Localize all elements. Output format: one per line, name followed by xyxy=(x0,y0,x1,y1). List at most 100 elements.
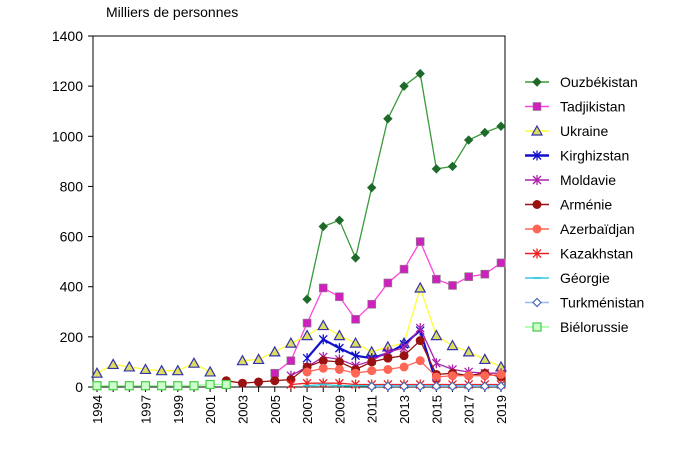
point-bielorussie-1997 xyxy=(140,381,151,391)
point-ukraine-2015 xyxy=(430,329,443,341)
point-ouzbekistan-2009 xyxy=(334,215,345,225)
x-tick-label-2001: 2001 xyxy=(203,395,218,424)
point-moldavie-2015 xyxy=(431,358,441,369)
legend-label-georgie: Géorgie xyxy=(560,270,610,286)
point-ukraine-2003 xyxy=(236,354,249,366)
point-ouzbekistan-2013 xyxy=(399,81,409,91)
point-ukraine-2006 xyxy=(284,336,297,348)
point-tadjikistan-2019 xyxy=(496,258,506,268)
point-tadjikistan-2008 xyxy=(318,283,328,293)
x-tick-label-1999: 1999 xyxy=(171,395,186,424)
point-bielorussie-1998 xyxy=(157,381,167,391)
point-ukraine-1999 xyxy=(171,364,184,376)
point-armenie-2013 xyxy=(399,351,409,361)
point-tadjikistan-2014 xyxy=(415,237,425,246)
y-tick-label-1400: 1400 xyxy=(52,28,83,44)
point-azerbaidjan-2012 xyxy=(383,364,393,374)
point-ukraine-2007 xyxy=(301,329,314,341)
legend-label-azerbaidjan: Azerbaïdjan xyxy=(560,221,635,237)
legend-label-kirghizstan: Kirghizstan xyxy=(560,148,629,164)
point-armenie-2005 xyxy=(270,376,280,386)
y-tick-label-600: 600 xyxy=(60,229,84,245)
point-ukraine-2004 xyxy=(252,353,265,365)
point-tadjikistan-2010 xyxy=(351,315,360,324)
legend-label-armenie: Arménie xyxy=(560,197,612,213)
point-turkmenistan-2018 xyxy=(479,381,490,392)
x-tick-label-2019: 2019 xyxy=(494,395,509,424)
y-tick-label-1200: 1200 xyxy=(52,78,83,94)
point-azerbaidjan-2008 xyxy=(318,363,328,373)
y-tick-label-200: 200 xyxy=(60,329,84,345)
point-turkmenistan-2015 xyxy=(431,381,442,392)
point-ukraine-1995 xyxy=(107,358,120,370)
point-ouzbekistan-2017 xyxy=(463,135,474,145)
legend-label-moldavie: Moldavie xyxy=(560,172,616,188)
x-tick-label-2007: 2007 xyxy=(300,395,315,424)
point-bielorussie-2000 xyxy=(189,381,199,391)
point-armenie-2008 xyxy=(318,356,328,366)
point-bielorussie-1995 xyxy=(108,381,118,391)
point-turkmenistan-2013 xyxy=(399,381,409,392)
point-ukraine-1996 xyxy=(123,360,136,372)
point-tadjikistan-2017 xyxy=(464,272,473,281)
point-azerbaidjan-2007 xyxy=(302,367,312,377)
legend-label-turkmenistan: Turkménistan xyxy=(560,295,644,311)
point-armenie-2009 xyxy=(334,357,344,367)
legend-marker-ukraine xyxy=(530,124,544,136)
y-tick-label-800: 800 xyxy=(60,178,84,194)
point-ouzbekistan-2019 xyxy=(496,121,506,131)
point-tadjikistan-2018 xyxy=(480,269,490,279)
point-armenie-2011 xyxy=(367,357,377,367)
point-azerbaidjan-2010 xyxy=(351,368,361,378)
y-tick-label-400: 400 xyxy=(60,279,84,295)
point-azerbaidjan-2014 xyxy=(415,356,425,366)
point-turkmenistan-2017 xyxy=(463,381,474,392)
x-tick-label-2005: 2005 xyxy=(268,395,283,424)
point-armenie-2004 xyxy=(254,377,264,387)
point-azerbaidjan-2017 xyxy=(464,371,474,381)
point-ukraine-2016 xyxy=(446,339,459,351)
point-ouzbekistan-2007 xyxy=(302,294,312,304)
point-ukraine-2009 xyxy=(333,329,346,341)
x-tick-label-2017: 2017 xyxy=(462,395,477,424)
point-tadjikistan-2013 xyxy=(399,264,409,274)
point-ukraine-2005 xyxy=(268,345,281,357)
plot-frame xyxy=(92,35,506,388)
point-ukraine-2000 xyxy=(187,356,200,368)
point-kirghizstan-2008 xyxy=(318,334,328,345)
point-bielorussie-2002 xyxy=(221,379,231,390)
x-tick-label-1997: 1997 xyxy=(138,395,153,424)
legend-marker-kazakhstan xyxy=(532,248,542,259)
legend-marker-ouzbekistan xyxy=(532,77,542,87)
point-azerbaidjan-2018 xyxy=(480,371,490,381)
point-azerbaidjan-2009 xyxy=(334,364,344,374)
point-ukraine-2008 xyxy=(317,319,330,331)
legend: Ouzbékistan Tadjikistan Ukraine Kirghizstan… xyxy=(525,74,644,335)
x-tick-label-2015: 2015 xyxy=(429,395,444,424)
legend-marker-moldavie xyxy=(532,175,542,185)
point-ouzbekistan-2011 xyxy=(367,182,377,193)
point-azerbaidjan-2013 xyxy=(399,362,409,372)
point-kazakhstan-2008 xyxy=(318,378,328,389)
x-tick-label-1994: 1994 xyxy=(90,395,105,424)
x-tick-label-2013: 2013 xyxy=(397,395,412,424)
legend-label-tadjikistan: Tadjikistan xyxy=(560,99,625,115)
legend-marker-azerbaidjan xyxy=(532,224,542,234)
legend-marker-bielorussie xyxy=(532,322,542,332)
point-kirghizstan-2009 xyxy=(334,343,344,354)
point-tadjikistan-2016 xyxy=(448,281,457,290)
point-bielorussie-1999 xyxy=(173,381,183,391)
point-azerbaidjan-2011 xyxy=(367,366,377,376)
point-ukraine-1994 xyxy=(90,366,104,378)
point-ukraine-2010 xyxy=(349,336,362,348)
y-tick-label-0: 0 xyxy=(75,379,83,395)
point-azerbaidjan-2016 xyxy=(448,371,458,381)
point-kirghizstan-2010 xyxy=(351,350,361,361)
point-tadjikistan-2007 xyxy=(302,318,312,328)
legend-marker-turkmenistan xyxy=(532,297,542,308)
point-ouzbekistan-2012 xyxy=(383,114,393,124)
point-ouzbekistan-2015 xyxy=(431,164,442,174)
point-azerbaidjan-2019 xyxy=(496,369,506,379)
point-turkmenistan-2016 xyxy=(447,381,458,392)
legend-label-ukraine: Ukraine xyxy=(560,123,608,139)
